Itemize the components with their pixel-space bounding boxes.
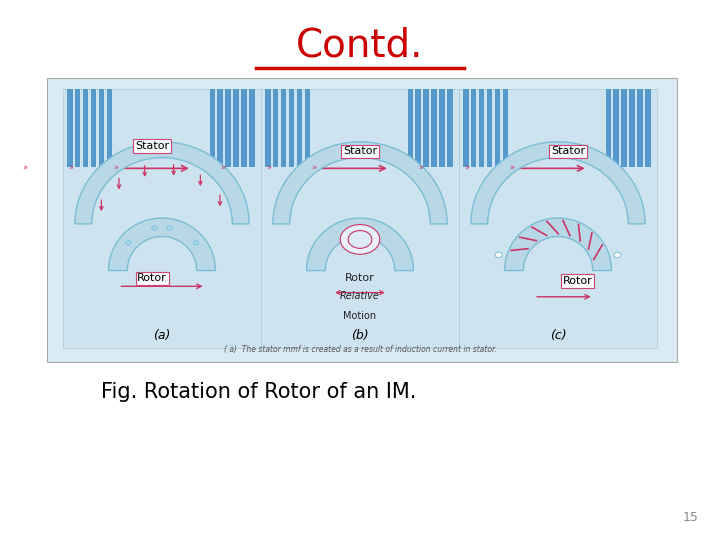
Bar [463,89,469,167]
Bar [613,89,619,167]
Bar [459,89,657,348]
Bar [637,89,643,167]
Text: Motion: Motion [343,310,377,321]
Bar [289,89,294,167]
Text: »: » [510,164,515,173]
Bar [447,89,453,167]
Text: (c): (c) [549,329,567,342]
Bar [471,89,477,167]
Bar [281,89,287,167]
Bar [487,89,492,167]
Bar [273,89,279,167]
Text: Stator: Stator [135,141,169,151]
Text: Rotor: Rotor [138,273,167,284]
Text: »: » [22,164,27,173]
Circle shape [348,231,372,248]
Bar [297,89,302,167]
Polygon shape [109,218,215,271]
Bar [415,89,421,167]
Bar [408,89,413,167]
Polygon shape [273,142,447,224]
Text: Stator: Stator [343,146,377,156]
Polygon shape [505,218,611,271]
Bar [91,89,96,167]
Bar [67,89,73,167]
Text: 15: 15 [683,511,698,524]
Bar [629,89,635,167]
Bar [249,89,255,167]
Bar [265,89,271,167]
Bar [261,89,459,348]
Bar [107,89,112,167]
Bar [439,89,445,167]
Bar [233,89,239,167]
Polygon shape [471,142,645,224]
Circle shape [167,226,172,230]
Text: »: » [68,164,73,173]
Text: Rotor: Rotor [345,273,375,283]
Circle shape [193,241,198,245]
Bar [63,89,261,348]
Text: »: » [114,164,119,173]
Bar [99,89,104,167]
Bar [606,89,611,167]
Bar [431,89,437,167]
Text: »: » [220,164,225,173]
Circle shape [340,225,380,254]
Polygon shape [307,218,413,271]
Bar [225,89,231,167]
Circle shape [126,241,131,245]
Text: »: » [464,164,469,173]
Text: »: » [418,164,423,173]
Text: Contd.: Contd. [296,27,424,65]
Bar [645,89,651,167]
Bar [83,89,89,167]
Circle shape [613,252,621,258]
Bar [479,89,485,167]
Bar [47,78,677,362]
Text: (a): (a) [153,329,171,342]
Bar [217,89,223,167]
Bar [621,89,627,167]
Text: (b): (b) [351,329,369,342]
Bar [305,89,310,167]
Bar [495,89,500,167]
Text: Stator: Stator [551,146,585,156]
Text: Fig. Rotation of Rotor of an IM.: Fig. Rotation of Rotor of an IM. [101,381,416,402]
Polygon shape [75,142,249,224]
Text: »: » [266,164,271,173]
Text: ( a)  The stator mmf is created as a result of induction current in stator.: ( a) The stator mmf is created as a resu… [224,345,496,354]
Circle shape [495,252,503,258]
Bar [503,89,508,167]
Circle shape [152,226,157,230]
Bar [75,89,81,167]
Text: Relative: Relative [340,291,380,301]
Text: »: » [312,164,317,173]
Bar [423,89,429,167]
Text: Rotor: Rotor [563,276,593,286]
Bar [241,89,247,167]
Bar [210,89,215,167]
